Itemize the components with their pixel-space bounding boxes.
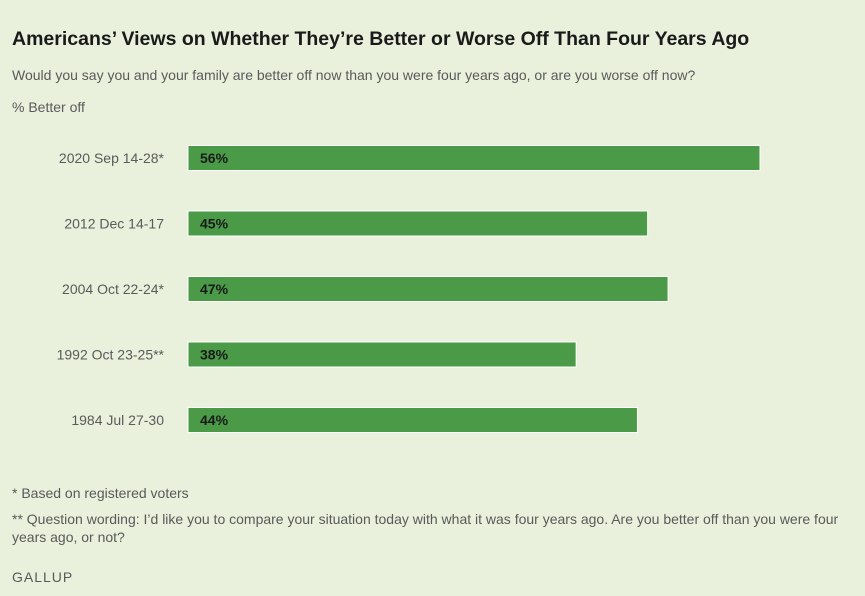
category-label: 2012 Dec 14-17	[64, 216, 164, 232]
category-label: 1992 Oct 23-25**	[57, 347, 165, 363]
chart-title: Americans’ Views on Whether They’re Bett…	[12, 28, 750, 50]
bar-value-label: 47%	[200, 281, 229, 297]
bar[interactable]	[187, 145, 761, 171]
bar-value-label: 44%	[200, 412, 229, 428]
category-label: 1984 Jul 27-30	[71, 412, 164, 428]
bar-value-label: 56%	[200, 150, 229, 166]
bar[interactable]	[187, 407, 638, 433]
bar-value-label: 45%	[200, 216, 229, 232]
source-label: GALLUP	[12, 569, 74, 585]
bar-value-label: 38%	[200, 347, 229, 363]
bar-chart: 2020 Sep 14-28* 56% 2012 Dec 14-17 45% 2004 …	[57, 145, 761, 433]
category-label: 2004 Oct 22-24*	[62, 281, 165, 297]
footnote-registered-voters: * Based on registered voters	[12, 485, 189, 501]
chart-subtitle: Would you say you and your family are be…	[12, 67, 696, 83]
bar[interactable]	[187, 276, 669, 302]
footnote-question-wording: ** Question wording: I’d like you to com…	[12, 511, 839, 545]
measure-label: % Better off	[12, 99, 85, 115]
bar[interactable]	[187, 341, 577, 368]
category-label: 2020 Sep 14-28*	[59, 150, 165, 166]
bar[interactable]	[187, 210, 649, 237]
